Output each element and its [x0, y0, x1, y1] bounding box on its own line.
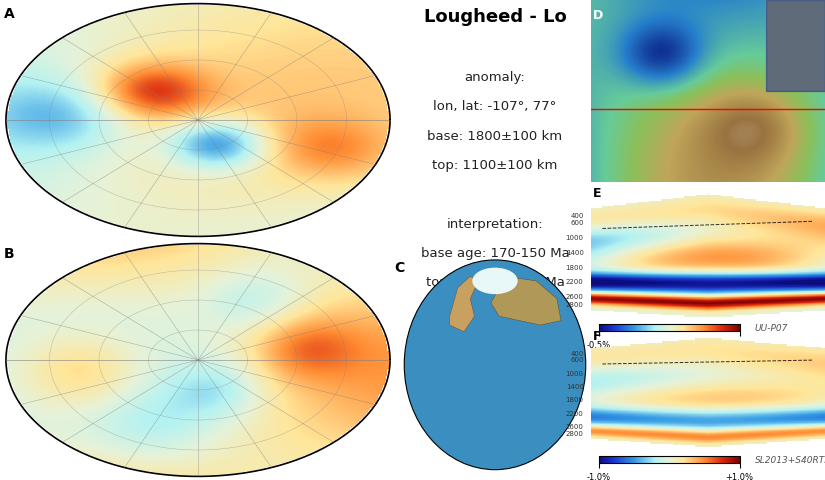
Text: 1800: 1800	[566, 264, 583, 271]
Text: 1000: 1000	[566, 235, 583, 241]
Text: 1800: 1800	[566, 397, 583, 404]
Ellipse shape	[472, 268, 518, 294]
Text: F: F	[593, 330, 601, 343]
Text: A: A	[4, 7, 15, 21]
Text: B: B	[4, 247, 15, 261]
Text: 2800: 2800	[566, 431, 583, 437]
Text: 2600: 2600	[566, 424, 583, 430]
Text: Lougheed - Lo: Lougheed - Lo	[423, 8, 567, 25]
Text: 400: 400	[570, 351, 583, 357]
Text: C: C	[394, 261, 404, 275]
Text: UU-P07: UU-P07	[755, 324, 788, 333]
Text: 1000: 1000	[566, 371, 583, 377]
Text: D: D	[593, 9, 603, 22]
Text: 600: 600	[570, 220, 583, 226]
Text: 400: 400	[570, 213, 583, 219]
Text: 1400: 1400	[566, 250, 583, 256]
Text: 2800: 2800	[566, 301, 583, 308]
Text: lon, lat: -107°, 77°: lon, lat: -107°, 77°	[433, 100, 557, 113]
Text: SL2013+S40RTS: SL2013+S40RTS	[755, 456, 825, 465]
Text: base: 1800±100 km: base: 1800±100 km	[427, 130, 563, 143]
Ellipse shape	[404, 260, 586, 469]
Text: 1410 km: 1410 km	[172, 247, 224, 260]
Text: 600: 600	[570, 358, 583, 363]
Polygon shape	[491, 276, 561, 325]
Text: 2200: 2200	[566, 279, 583, 286]
Text: 1400: 1400	[566, 384, 583, 390]
Bar	[766, 0, 825, 91]
Text: base age: 170-150 Ma: base age: 170-150 Ma	[421, 247, 569, 260]
Text: top age: 130-110 Ma: top age: 130-110 Ma	[426, 276, 564, 289]
Text: E: E	[593, 187, 601, 200]
Text: interpretation:: interpretation:	[446, 217, 544, 230]
Text: top: 1100±100 km: top: 1100±100 km	[432, 159, 558, 172]
Text: 2600: 2600	[566, 294, 583, 300]
Text: 2200: 2200	[566, 411, 583, 417]
Bar	[766, 0, 825, 91]
Polygon shape	[450, 276, 478, 332]
Text: anomaly:: anomaly:	[464, 71, 526, 84]
